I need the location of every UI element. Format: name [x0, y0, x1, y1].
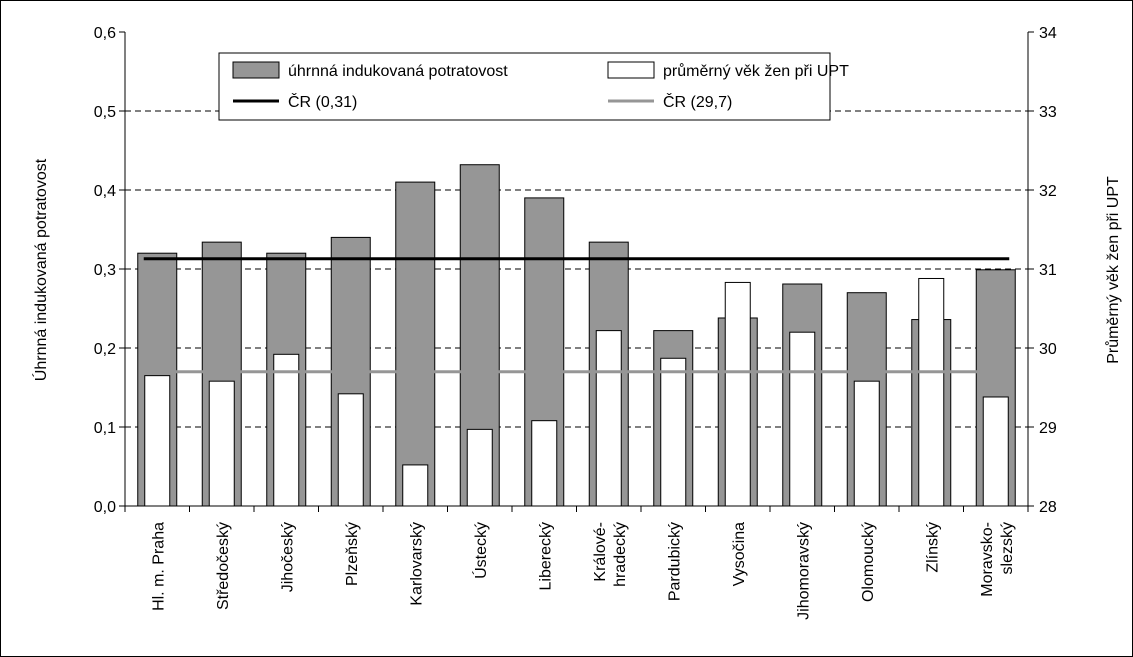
- bar-average-age: [402, 464, 429, 507]
- category-label: Pardubický: [666, 522, 683, 601]
- right-tick-label: 29: [1039, 420, 1057, 437]
- bar-average-age: [660, 357, 687, 507]
- left-tick-label: 0,3: [94, 262, 116, 279]
- bar-average-age: [724, 281, 751, 507]
- category-label: Olomoucký: [860, 522, 877, 602]
- bar-average-age: [208, 380, 235, 507]
- category-label: Moravsko-: [979, 522, 996, 597]
- category-label: Liberecký: [537, 522, 554, 590]
- bar-average-age: [466, 428, 493, 507]
- left-tick-label: 0,0: [94, 499, 116, 516]
- left-tick-label: 0,5: [94, 104, 116, 121]
- legend-swatch-white-bar: [607, 61, 655, 79]
- right-tick-label: 31: [1039, 262, 1057, 279]
- bar-average-age: [918, 277, 945, 507]
- category-label: Jihočeský: [279, 522, 296, 592]
- bar-average-age: [337, 393, 364, 507]
- right-tick-label: 32: [1039, 183, 1057, 200]
- right-axis-title: Průměrný věk žen při UPT: [1104, 176, 1122, 364]
- category-label: Jihomoravský: [795, 522, 812, 620]
- left-axis-title: Úhrnná indukovaná potratovost: [31, 158, 50, 381]
- category-label: slezský: [999, 522, 1016, 574]
- category-label: Králové-: [592, 522, 609, 582]
- legend-label-grey-line: ČR (29,7): [663, 92, 732, 111]
- bar-average-age: [853, 380, 880, 507]
- category-label: Hl. m. Praha: [150, 522, 167, 611]
- left-axis-ticks: 0,0 0,1 0,2 0,3 0,4 0,5 0,6: [94, 25, 116, 516]
- bar-average-age: [531, 420, 558, 507]
- bar-average-age: [273, 353, 300, 507]
- right-tick-label: 30: [1039, 341, 1057, 358]
- category-label: Středočeský: [215, 522, 232, 610]
- right-tick-label: 33: [1039, 104, 1057, 121]
- right-tick-label: 34: [1039, 25, 1057, 42]
- legend: úhrnná indukovaná potratovost průměrný v…: [218, 52, 849, 121]
- bar-abortion-rate: [395, 181, 436, 507]
- left-tick-label: 0,1: [94, 420, 116, 437]
- bar-average-age: [144, 375, 171, 507]
- left-tick-label: 0,2: [94, 341, 116, 358]
- legend-swatch-grey-bar: [232, 61, 280, 79]
- right-tick-label: 28: [1039, 499, 1057, 516]
- bar-average-age: [789, 331, 816, 507]
- category-label: Zlínský: [924, 522, 941, 573]
- category-label: Ústecký: [471, 522, 490, 579]
- legend-box: [218, 52, 831, 121]
- category-label: hradecký: [612, 522, 629, 587]
- category-label: Karlovarský: [408, 522, 425, 606]
- legend-label-white-bar: průměrný věk žen při UPT: [663, 62, 849, 80]
- right-axis-ticks: 28 29 30 31 32 33 34: [1039, 25, 1057, 516]
- category-label: Plzeňský: [344, 522, 361, 586]
- left-tick-label: 0,4: [94, 183, 116, 200]
- legend-label-grey-bar: úhrnná indukovaná potratovost: [288, 63, 508, 80]
- reference-lines: [143, 257, 1010, 374]
- bar-average-age: [982, 396, 1009, 507]
- category-label: Vysočina: [731, 522, 748, 586]
- axes: [119, 31, 1034, 512]
- left-tick-label: 0,6: [94, 25, 116, 42]
- bar-average-age: [595, 330, 622, 507]
- legend-label-black-line: ČR (0,31): [288, 92, 357, 111]
- category-labels: Hl. m. Praha Středočeský Jihočeský Plzeňský…: [150, 522, 1016, 620]
